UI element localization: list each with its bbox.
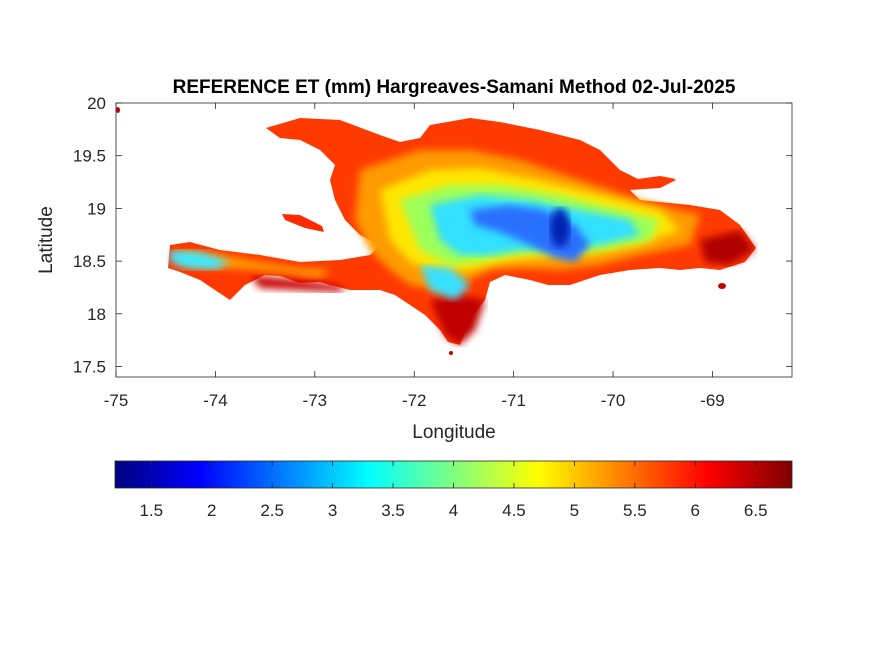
- colorbar-tick-label: 2.5: [260, 501, 284, 520]
- island-tortuga: [630, 176, 676, 186]
- y-tick-label: 19: [87, 199, 106, 218]
- island-beata: [449, 351, 453, 355]
- plot-frame: [115, 102, 793, 378]
- island-saona: [718, 283, 726, 289]
- x-tick-label: -75: [104, 391, 129, 410]
- x-tick-label: -74: [203, 391, 228, 410]
- et-map: [116, 107, 756, 355]
- y-tick-label: 18: [87, 305, 106, 324]
- x-axis-label: Longitude: [412, 422, 495, 443]
- colorbar-tick-label: 4: [449, 501, 458, 520]
- colorbar-tick-label: 4.5: [502, 501, 526, 520]
- x-tick-label: -72: [402, 391, 427, 410]
- zone-cold-west: [170, 250, 230, 270]
- x-tick-label: -71: [501, 391, 526, 410]
- colorbar-tick-label: 3.5: [381, 501, 405, 520]
- x-tick-label: -69: [700, 391, 725, 410]
- y-axis: 17.5 18 18.5 19 19.5 20: [73, 94, 792, 376]
- zone-cold-southcentral: [420, 265, 470, 300]
- y-tick-label: 19.5: [73, 147, 106, 166]
- colorbar-tick-label: 6.5: [744, 501, 768, 520]
- y-tick-label: 17.5: [73, 357, 106, 376]
- colorbar-tick-label: 1.5: [139, 501, 163, 520]
- island-gonave: [282, 214, 324, 232]
- zone-hot-east: [700, 230, 755, 265]
- x-axis: -75 -74 -73 -72 -71 -70 -69: [104, 103, 725, 410]
- colorbar-tick-label: 2: [207, 501, 216, 520]
- y-tick-label: 20: [87, 94, 106, 113]
- y-tick-label: 18.5: [73, 252, 106, 271]
- colorbar-tick-label: 5: [570, 501, 579, 520]
- y-axis-label: Latitude: [36, 206, 57, 274]
- zone-hot-southwest: [250, 275, 345, 292]
- zone-hot-south: [430, 295, 485, 345]
- map-title: REFERENCE ET (mm) Hargreaves-Samani Meth…: [173, 77, 736, 98]
- zone-deep: [550, 208, 570, 248]
- x-tick-label: -70: [601, 391, 626, 410]
- colorbar-tick-label: 6: [691, 501, 700, 520]
- x-tick-label: -73: [303, 391, 328, 410]
- colorbar-tick-label: 5.5: [623, 501, 647, 520]
- island-navassa: [116, 107, 120, 113]
- colorbar-ticks: 1.5 2 2.5 3 3.5 4 4.5 5 5.5 6 6.5: [139, 461, 768, 520]
- colorbar-tick-label: 3: [328, 501, 337, 520]
